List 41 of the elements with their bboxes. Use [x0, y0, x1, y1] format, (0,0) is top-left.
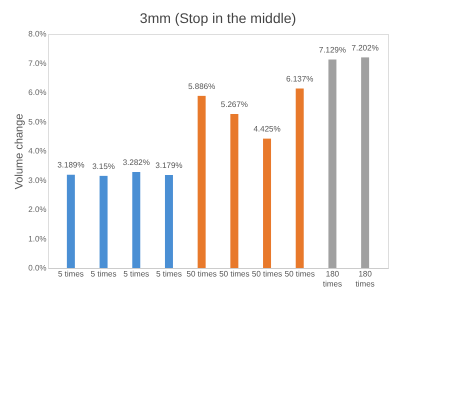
- bar: [198, 96, 206, 268]
- bar: [230, 114, 238, 268]
- data-label: 3.282%: [122, 158, 150, 167]
- bar: [328, 59, 336, 268]
- x-tick-label: 5 times: [156, 270, 182, 278]
- data-label: 3.189%: [57, 160, 84, 170]
- x-tick-label: 180 times: [356, 270, 375, 288]
- data-label: 4.425%: [253, 124, 281, 134]
- x-tick-label: 5 times: [90, 270, 116, 278]
- y-tick-label: 0.0%: [28, 264, 46, 272]
- data-label: 6.137%: [286, 74, 314, 84]
- x-tick-label: 5 times: [58, 270, 84, 278]
- chart-title: 3mm (Stop in the middle): [140, 10, 296, 26]
- y-tick-label: 4.0%: [28, 146, 46, 156]
- bar: [132, 172, 140, 268]
- y-tick-label: 8.0%: [28, 30, 46, 38]
- data-label: 7.202%: [352, 43, 379, 52]
- x-tick-label: 180 times: [322, 270, 342, 288]
- y-tick-label: 2.0%: [28, 205, 46, 214]
- data-label: 5.886%: [188, 82, 216, 91]
- x-tick-label: 50 times: [219, 270, 250, 278]
- data-label: 3.15%: [92, 162, 115, 171]
- y-tick-label: 6.0%: [28, 88, 46, 97]
- bar: [263, 138, 272, 268]
- y-axis-title: Volume change: [13, 114, 26, 190]
- x-tick-label: 50 times: [284, 270, 315, 278]
- data-label: 3.179%: [155, 161, 183, 170]
- y-tick-label: 5.0%: [28, 117, 46, 126]
- x-tick-label: 50 times: [186, 270, 217, 278]
- data-label: 7.129%: [318, 45, 346, 54]
- y-tick-label: 3.0%: [28, 176, 46, 185]
- bar: [164, 175, 173, 268]
- bar: [361, 57, 370, 268]
- data-label: 5.267%: [220, 100, 248, 109]
- y-tick-label: 7.0%: [28, 58, 46, 68]
- bar: [296, 88, 304, 268]
- bar: [100, 176, 108, 268]
- y-tick-label: 1.0%: [28, 234, 46, 244]
- x-tick-label: 50 times: [252, 270, 282, 278]
- bar: [66, 174, 75, 268]
- x-tick-label: 5 times: [123, 270, 150, 278]
